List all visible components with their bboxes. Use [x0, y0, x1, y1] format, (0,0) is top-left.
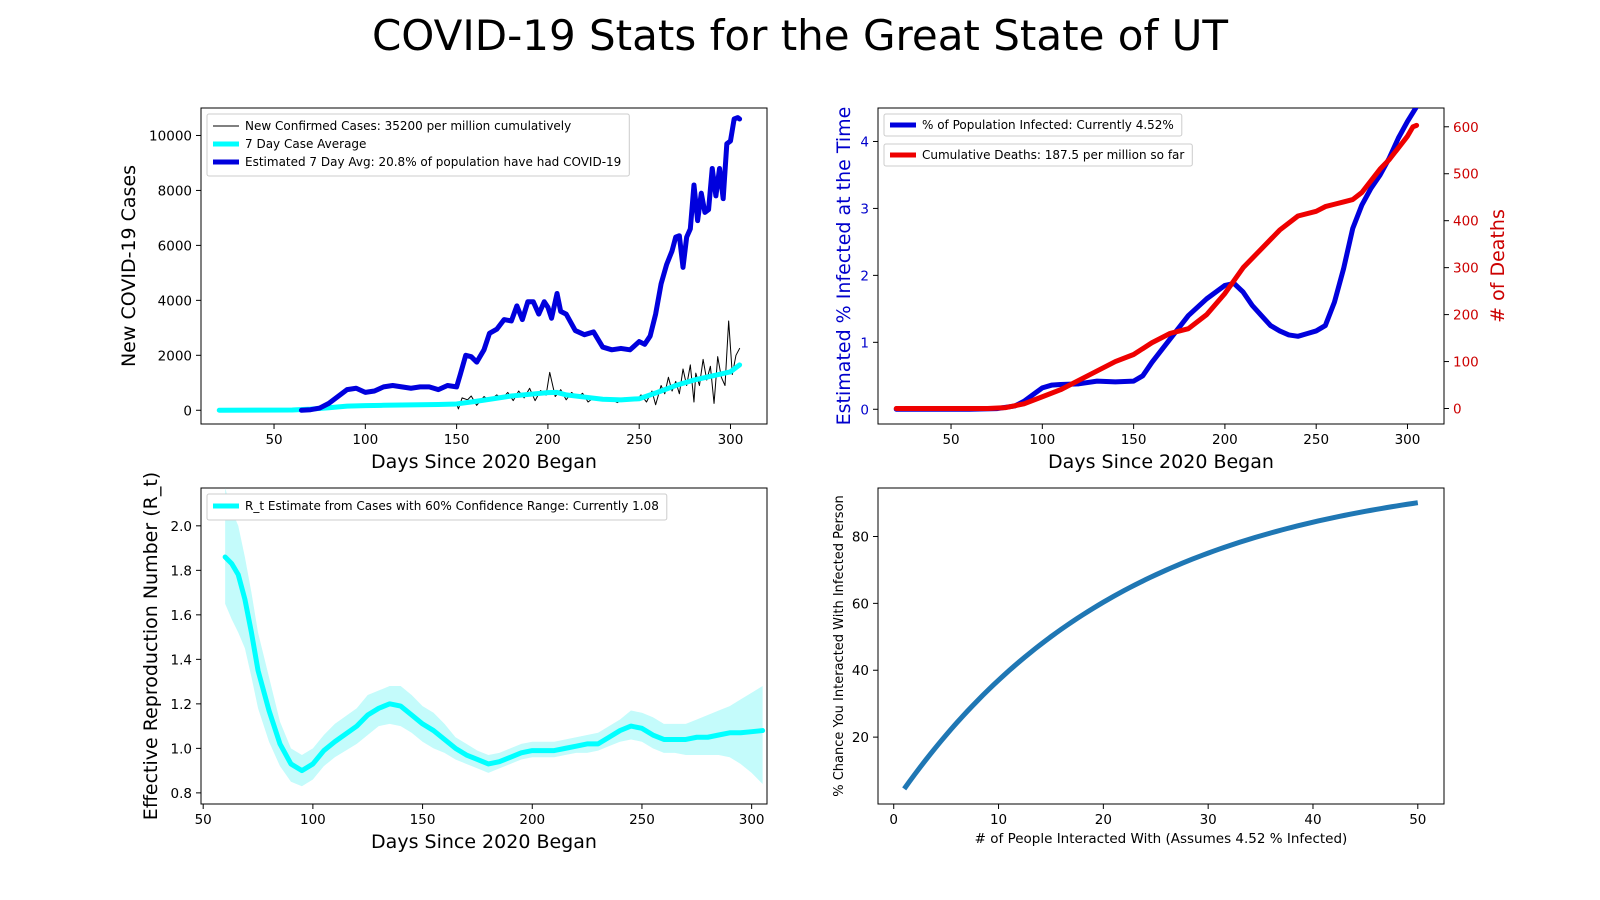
- chance-plot-area: [902, 500, 1419, 791]
- infected-x-tick-label: 250: [1303, 432, 1329, 448]
- chance-y-tick-label: 60: [852, 596, 869, 612]
- rt-y-tick-label: 1.0: [171, 741, 192, 757]
- infected-y-right-tick-label: 0: [1453, 402, 1462, 418]
- infected-y-right-tick-label: 500: [1453, 167, 1479, 183]
- cases-x-tick-label: 100: [352, 432, 378, 448]
- cases-series-1-line: [216, 362, 743, 413]
- cases-legend-box: [206, 113, 630, 177]
- cases-y-tick-label: 8000: [158, 183, 192, 199]
- infected-plot-area: [893, 108, 1420, 412]
- cases-y-tick-label: 6000: [158, 238, 192, 254]
- cases-y-tick-label: 10000: [149, 128, 192, 144]
- infected-y-tick-label: 1: [860, 335, 869, 351]
- infected-legend: % of Population Infected: Currently 4.52…: [883, 113, 1193, 167]
- cases-y-label: New COVID-19 Cases: [118, 165, 140, 367]
- cases-legend-label: New Confirmed Cases: 35200 per million c…: [245, 119, 571, 133]
- chance-x-tick-label: 30: [1200, 812, 1217, 828]
- infected-y-tick-label: 0: [860, 402, 869, 418]
- chance-x-tick-label: 20: [1095, 812, 1112, 828]
- cases-x-tick-label: 300: [718, 432, 744, 448]
- rt-legend: R_t Estimate from Cases with 60% Confide…: [206, 493, 668, 521]
- rt-confidence-band: [225, 488, 763, 787]
- cases-x-tick-label: 200: [535, 432, 561, 448]
- infected-y-right-tick-label: 200: [1453, 308, 1479, 324]
- infected-y-label-right: # of Deaths: [1487, 209, 1509, 323]
- infected-legend-box: [883, 113, 1183, 137]
- infected-y-tick-label: 3: [860, 201, 869, 217]
- cases-legend-label: Estimated 7 Day Avg: 20.8% of population…: [245, 155, 621, 169]
- rt-x-tick-label: 100: [300, 812, 326, 828]
- cases-legend-label: 7 Day Case Average: [245, 137, 366, 151]
- infected-series-0-line: [893, 108, 1419, 412]
- cases-series-2-line: [298, 115, 743, 413]
- chance-plot-frame: [877, 487, 1445, 805]
- cases-y-tick-label: 0: [183, 403, 192, 419]
- infected-y-tick-label: 4: [860, 134, 869, 150]
- chance-y-tick-label: 80: [852, 529, 869, 545]
- infected-legend-label: % of Population Infected: Currently 4.52…: [922, 118, 1174, 132]
- cases-x-tick-label: 150: [444, 432, 470, 448]
- infected-panel: Days Since 2020 Began Estimated % Infect…: [833, 107, 1509, 473]
- rt-x-tick-label: 200: [519, 812, 545, 828]
- cases-series-0-line: [218, 320, 741, 411]
- rt-y-tick-label: 2.0: [171, 519, 192, 535]
- chance-series-line: [902, 500, 1419, 791]
- rt-x-tick-label: 300: [739, 812, 765, 828]
- infected-y-right-tick-label: 400: [1453, 214, 1479, 230]
- chance-x-tick-label: 50: [1409, 812, 1426, 828]
- cases-y-tick-label: 2000: [158, 348, 192, 364]
- chance-x-tick-label: 0: [889, 812, 898, 828]
- infected-x-tick-label: 100: [1029, 432, 1055, 448]
- rt-legend-box: [206, 493, 668, 521]
- rt-series-0-line: [222, 554, 766, 774]
- cases-plot-frame: [200, 107, 768, 425]
- figure-title: COVID-19 Stats for the Great State of UT: [372, 11, 1228, 60]
- chance-y-tick-label: 20: [852, 730, 869, 746]
- rt-x-tick-label: 150: [410, 812, 436, 828]
- infected-series-1-line: [893, 122, 1420, 412]
- infected-x-tick-label: 200: [1212, 432, 1238, 448]
- cases-panel: Days Since 2020 Began New COVID-19 Cases…: [118, 107, 768, 473]
- cases-x-tick-label: 50: [265, 432, 282, 448]
- rt-plot-frame: [200, 487, 768, 805]
- cases-plot-area: [216, 115, 743, 413]
- cases-x-label: Days Since 2020 Began: [371, 451, 597, 473]
- rt-x-tick-label: 50: [195, 812, 212, 828]
- chance-y-label: % Chance You Interacted With Infected Pe…: [832, 495, 847, 797]
- rt-legend-label: R_t Estimate from Cases with 60% Confide…: [245, 499, 659, 513]
- infected-y-right-tick-label: 600: [1453, 120, 1479, 136]
- infected-x-label: Days Since 2020 Began: [1048, 451, 1274, 473]
- chance-y-tick-label: 40: [852, 663, 869, 679]
- chance-x-tick-label: 40: [1304, 812, 1321, 828]
- rt-x-tick-label: 250: [629, 812, 655, 828]
- rt-y-tick-label: 0.8: [171, 786, 192, 802]
- rt-plot-area: [222, 488, 766, 787]
- rt-panel: Days Since 2020 Began Effective Reproduc…: [140, 472, 768, 853]
- rt-y-tick-label: 1.8: [171, 563, 192, 579]
- infected-legend-box: [883, 143, 1193, 167]
- rt-y-tick-label: 1.2: [171, 697, 192, 713]
- rt-y-label: Effective Reproduction Number (R_t): [140, 472, 162, 820]
- cases-x-tick-label: 250: [626, 432, 652, 448]
- infected-x-tick-label: 150: [1121, 432, 1147, 448]
- rt-y-tick-label: 1.6: [171, 608, 192, 624]
- infected-plot-frame: [877, 107, 1445, 425]
- infected-legend-label: Cumulative Deaths: 187.5 per million so …: [922, 148, 1184, 162]
- chance-panel: # of People Interacted With (Assumes 4.5…: [832, 487, 1445, 847]
- cases-y-tick-label: 4000: [158, 293, 192, 309]
- rt-y-tick-label: 1.4: [171, 652, 192, 668]
- infected-y-label-left: Estimated % Infected at the Time: [833, 107, 855, 426]
- infected-y-right-tick-label: 300: [1453, 261, 1479, 277]
- cases-legend: New Confirmed Cases: 35200 per million c…: [206, 113, 630, 177]
- infected-y-right-tick-label: 100: [1453, 355, 1479, 371]
- infected-x-tick-label: 300: [1395, 432, 1421, 448]
- rt-x-label: Days Since 2020 Began: [371, 831, 597, 853]
- infected-x-tick-label: 50: [942, 432, 959, 448]
- chance-x-label: # of People Interacted With (Assumes 4.5…: [975, 831, 1348, 847]
- chance-x-tick-label: 10: [990, 812, 1007, 828]
- infected-y-tick-label: 2: [860, 268, 869, 284]
